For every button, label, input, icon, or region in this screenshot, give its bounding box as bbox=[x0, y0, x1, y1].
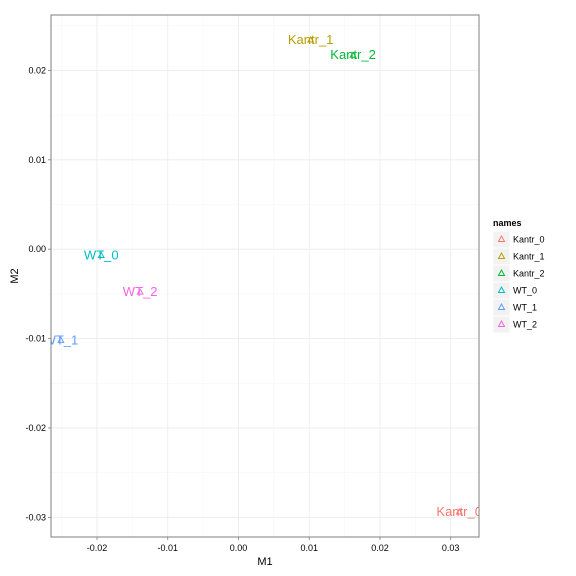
legend-marker bbox=[497, 251, 506, 259]
legend-marker bbox=[497, 319, 506, 327]
legend-key bbox=[492, 247, 511, 266]
y-axis: -0.03 -0.02 -0.01 0.00 0.01 0.02 bbox=[25, 65, 51, 522]
legend: names Kantr_0 Kantr_1 Kantr_2 WT_0 WT_1 WT_2 bbox=[492, 218, 545, 334]
legend-label: WT_2 bbox=[513, 320, 537, 330]
point-WT_0 bbox=[97, 251, 105, 258]
legend-label: WT_1 bbox=[513, 303, 537, 313]
x-tick-label: 0.02 bbox=[371, 543, 389, 553]
y-tick-label: -0.01 bbox=[25, 334, 46, 344]
legend-item-WT_1: WT_1 bbox=[492, 298, 537, 317]
y-tick-label: 0.02 bbox=[28, 65, 46, 75]
legend-item-WT_0: WT_0 bbox=[492, 281, 537, 300]
legend-item-WT_2: WT_2 bbox=[492, 315, 537, 334]
legend-item-Kantr_0: Kantr_0 bbox=[492, 230, 545, 249]
legend-key bbox=[492, 315, 511, 334]
y-tick-label: 0.00 bbox=[28, 244, 46, 254]
legend-item-Kantr_1: Kantr_1 bbox=[492, 247, 545, 266]
legend-marker bbox=[497, 268, 506, 276]
point-label-WT_2: WT_2 bbox=[123, 284, 158, 299]
x-axis-title: M1 bbox=[257, 556, 272, 568]
point-Kantr_0 bbox=[455, 507, 463, 515]
point-label-Kantr_2: Kantr_2 bbox=[330, 47, 376, 62]
x-axis: -0.02 -0.01 0.00 0.01 0.02 0.03 bbox=[87, 537, 460, 553]
legend-marker bbox=[497, 302, 506, 310]
y-tick-label: -0.02 bbox=[25, 423, 46, 433]
legend-label: Kantr_1 bbox=[513, 252, 545, 262]
x-tick-label: -0.01 bbox=[157, 543, 178, 553]
x-tick-label: -0.02 bbox=[87, 543, 108, 553]
legend-key bbox=[492, 298, 511, 317]
legend-item-Kantr_2: Kantr_2 bbox=[492, 264, 545, 283]
legend-key bbox=[492, 264, 511, 283]
point-label-WT_1: WT_1 bbox=[44, 332, 79, 347]
x-tick-label: 0.03 bbox=[442, 543, 460, 553]
legend-label: Kantr_2 bbox=[513, 269, 545, 279]
legend-title: names bbox=[493, 218, 522, 228]
panel-border bbox=[50, 14, 480, 538]
x-tick-label: 0.00 bbox=[230, 543, 248, 553]
y-tick-label: -0.03 bbox=[25, 512, 46, 522]
point-label-Kantr_1: Kantr_1 bbox=[288, 32, 334, 47]
point-label-Kantr_0: Kantr_0 bbox=[436, 504, 482, 519]
y-tick-label: 0.01 bbox=[28, 155, 46, 165]
point-Kantr_1 bbox=[306, 36, 315, 43]
x-tick-label: 0.01 bbox=[300, 543, 318, 553]
legend-marker bbox=[497, 234, 506, 242]
legend-marker bbox=[497, 285, 506, 293]
y-axis-title: M2 bbox=[9, 268, 21, 283]
point-Kantr_2 bbox=[349, 51, 357, 58]
legend-label: WT_0 bbox=[513, 286, 537, 296]
point-label-WT_0: WT_0 bbox=[84, 247, 119, 262]
legend-key bbox=[492, 230, 511, 249]
point-WT_1 bbox=[57, 336, 65, 343]
legend-key bbox=[492, 281, 511, 300]
legend-label: Kantr_0 bbox=[513, 235, 545, 245]
point-WT_2 bbox=[136, 288, 144, 295]
grid-lines bbox=[51, 15, 479, 537]
